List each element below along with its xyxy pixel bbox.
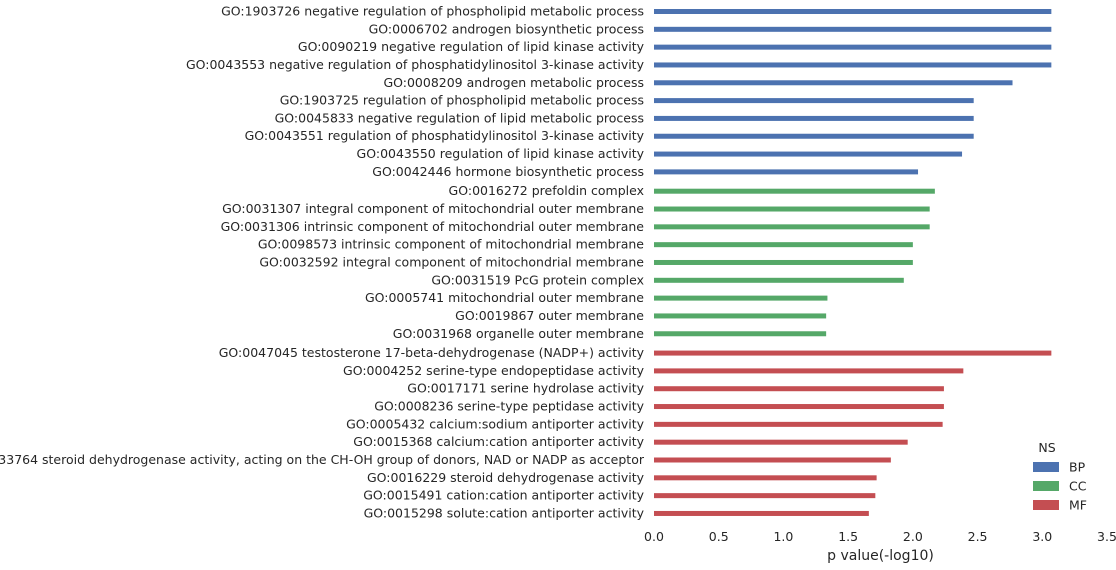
category-label: GO:1903726 negative regulation of phosph… [221, 4, 644, 19]
bar-mf [654, 421, 943, 427]
category-label: GO:0005432 calcium:sodium antiporter act… [346, 416, 645, 431]
x-tick-label: 1.0 [773, 529, 793, 544]
x-tick-label: 0.5 [709, 529, 729, 544]
bar-cc [654, 331, 827, 337]
category-label: GO:0098573 intrinsic component of mitoch… [258, 237, 644, 252]
category-label: GO:0043551 regulation of phosphatidylino… [245, 128, 645, 143]
bar-mf [654, 510, 869, 516]
category-label: GO:0005741 mitochondrial outer membrane [365, 290, 644, 305]
x-axis-ticks: 0.0 0.5 1.0 1.5 2.0 2.5 3.0 3.5 [644, 529, 1116, 544]
bar-cc [654, 277, 904, 283]
category-label: GO:0015491 cation:cation antiporter acti… [363, 488, 644, 503]
bar-mf [654, 493, 876, 499]
bar-bp [654, 98, 974, 104]
category-label: GO:0019867 outer membrane [455, 308, 644, 323]
legend-swatch-mf [1033, 500, 1059, 510]
bar-bp [654, 151, 963, 157]
bar-bp [654, 169, 919, 175]
x-tick-label: 3.0 [1032, 529, 1052, 544]
bar-mf [654, 386, 944, 392]
category-label: GO:0008209 androgen metabolic process [383, 75, 644, 90]
category-label: GO:0004252 serine-type endopeptidase act… [343, 363, 645, 378]
bar-mf [654, 368, 964, 374]
category-label: GO:0006702 androgen biosynthetic process [369, 21, 644, 36]
category-label: GO:0031968 organelle outer membrane [393, 326, 645, 341]
category-labels: GO:1903726 negative regulation of phosph… [0, 4, 645, 521]
bar-bp [654, 44, 1052, 50]
x-tick-label: 0.0 [644, 529, 664, 544]
category-label: GO:0090219 negative regulation of lipid … [298, 39, 645, 54]
bar-cc [654, 295, 828, 301]
category-label: GO:0031307 integral component of mitocho… [222, 201, 644, 216]
legend-label: BP [1069, 460, 1086, 475]
bar-cc [654, 188, 935, 194]
category-label: GO:0016229 steroid dehydrogenase activit… [367, 470, 645, 485]
category-label: GO:1903725 regulation of phospholipid me… [280, 93, 644, 108]
category-label: GO:0033764 steroid dehydrogenase activit… [0, 452, 645, 467]
x-tick-label: 2.5 [968, 529, 988, 544]
x-tick-label: 1.5 [838, 529, 858, 544]
legend-swatch-cc [1033, 481, 1059, 491]
category-label: GO:0008236 serine-type peptidase activit… [374, 399, 644, 414]
bar-mf [654, 350, 1052, 356]
bar-bp [654, 26, 1052, 32]
legend-title: NS [1038, 440, 1055, 455]
bar-mf [654, 457, 891, 463]
category-label: GO:0017171 serine hydrolase activity [407, 381, 644, 396]
category-label: GO:0043550 regulation of lipid kinase ac… [357, 146, 645, 161]
x-axis-title: p value(-log10) [827, 548, 934, 564]
bar-bp [654, 115, 974, 121]
bar-bp [654, 9, 1052, 14]
category-label: GO:0015298 solute:cation antiporter acti… [364, 505, 645, 520]
category-label: GO:0047045 testosterone 17-beta-dehydrog… [219, 345, 645, 360]
category-label: GO:0016272 prefoldin complex [449, 183, 644, 198]
bar-cc [654, 242, 913, 248]
category-label: GO:0042446 hormone biosynthetic process [372, 164, 644, 179]
bar-cc [654, 313, 827, 319]
category-label: GO:0015368 calcium:cation antiporter act… [353, 434, 644, 449]
bar-cc [654, 224, 930, 230]
category-label: GO:0032592 integral component of mitocho… [259, 254, 644, 269]
bar-cc [654, 206, 930, 212]
x-tick-label: 2.0 [903, 529, 923, 544]
category-label: GO:0031306 intrinsic component of mitoch… [221, 219, 645, 234]
category-label: GO:0031519 PcG protein complex [431, 272, 644, 287]
bars-group [654, 9, 1052, 516]
x-tick-label: 3.5 [1097, 529, 1116, 544]
bar-mf [654, 439, 908, 445]
legend-label: CC [1069, 479, 1087, 494]
bar-cc [654, 259, 913, 265]
category-label: GO:0043553 negative regulation of phosph… [186, 57, 645, 72]
bar-bp [654, 133, 974, 139]
legend: NS BP CC MF [1033, 440, 1087, 513]
bar-mf [654, 404, 944, 410]
bar-bp [654, 80, 1013, 86]
legend-swatch-bp [1033, 462, 1059, 472]
bar-mf [654, 475, 877, 481]
bar-bp [654, 62, 1052, 68]
legend-label: MF [1069, 498, 1087, 513]
category-label: GO:0045833 negative regulation of lipid … [275, 110, 644, 125]
